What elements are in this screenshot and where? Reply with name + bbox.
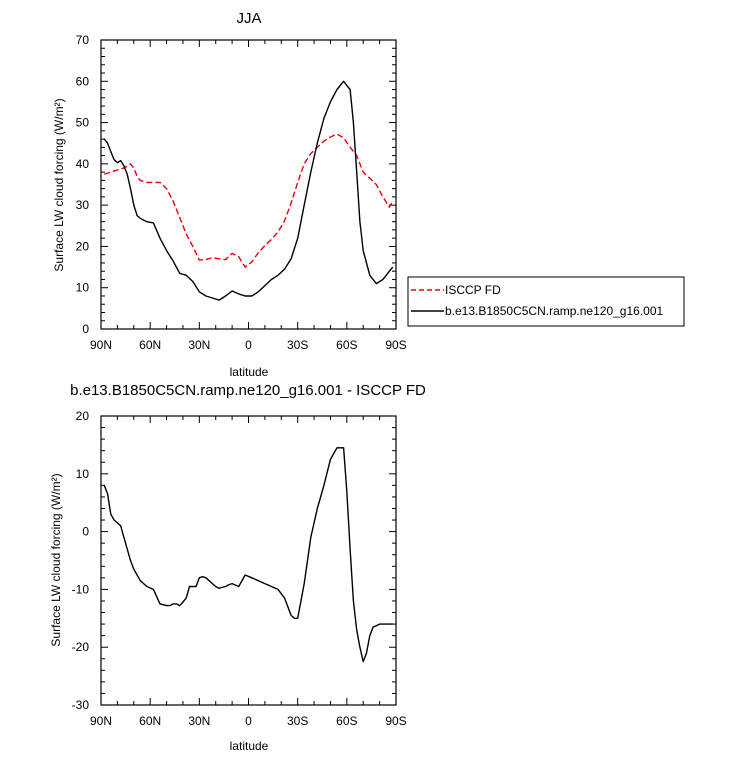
x-tick-label: 90N	[90, 338, 112, 352]
series-line-model	[103, 80, 394, 301]
y-tick-label: -10	[72, 582, 90, 596]
chart-title: b.e13.B1850C5CN.ramp.ne120_g16.001 - ISC…	[70, 382, 426, 399]
y-tick-label: 20	[76, 239, 90, 253]
x-axis-label: latitude	[230, 365, 269, 379]
chart-panel-top: JJA 90N 60N 30N 0 30S 60S 90S 0 10 20 30 40 50 60 70 l…	[52, 10, 685, 379]
x-tick-label: 60N	[139, 714, 161, 728]
plot-area: 90N 60N 30N 0 30S 60S 90S 0 10 20 30 40 50 60 70	[76, 33, 407, 352]
series-line-isccp-fd	[104, 133, 394, 268]
chart-title: JJA	[236, 10, 261, 27]
y-tick-label: 40	[76, 157, 90, 171]
y-tick-label: 0	[82, 322, 89, 336]
x-tick-label: 90S	[385, 338, 406, 352]
x-tick-label: 90S	[385, 714, 406, 728]
legend-entry-isccp: ISCCP FD	[445, 283, 501, 297]
x-tick-label: 30N	[188, 338, 210, 352]
y-tick-label: 10	[76, 467, 90, 481]
x-tick-label: 30S	[287, 338, 308, 352]
x-tick-label: 90N	[90, 714, 112, 728]
legend: ISCCP FD b.e13.B1850C5CN.ramp.ne120_g16.…	[407, 276, 685, 327]
y-tick-label: 50	[76, 116, 90, 130]
x-tick-label: 0	[245, 714, 252, 728]
x-tick-label: 0	[245, 338, 252, 352]
x-tick-label: 30S	[287, 714, 308, 728]
y-tick-label: -20	[72, 640, 90, 654]
y-tick-label: 0	[82, 525, 89, 539]
plot-frame	[100, 39, 397, 330]
y-axis-label: Surface LW cloud forcing (W/m²)	[52, 98, 66, 271]
y-tick-label: 20	[76, 409, 90, 423]
series-line-model	[103, 447, 393, 663]
x-tick-label: 60S	[336, 714, 357, 728]
x-tick-label: 30N	[188, 714, 210, 728]
y-tick-label: 70	[76, 33, 90, 47]
x-tick-label: 60N	[139, 338, 161, 352]
legend-entry-model: b.e13.B1850C5CN.ramp.ne120_g16.001	[445, 304, 663, 318]
plot-frame	[100, 415, 397, 706]
y-tick-label: 10	[76, 281, 90, 295]
y-tick-label: -30	[72, 698, 90, 712]
plot-area: 90N 60N 30N 0 30S 60S 90S -30 -20 -10 0 10 20	[72, 409, 407, 728]
x-tick-label: 60S	[336, 338, 357, 352]
chart-panel-bottom: b.e13.B1850C5CN.ramp.ne120_g16.001 - ISC…	[49, 382, 426, 753]
y-tick-label: 60	[76, 74, 90, 88]
legend-box	[407, 276, 685, 327]
y-axis-label: Surface LW cloud forcing (W/m²)	[49, 473, 63, 646]
x-axis-label: latitude	[230, 739, 269, 753]
y-tick-label: 30	[76, 198, 90, 212]
